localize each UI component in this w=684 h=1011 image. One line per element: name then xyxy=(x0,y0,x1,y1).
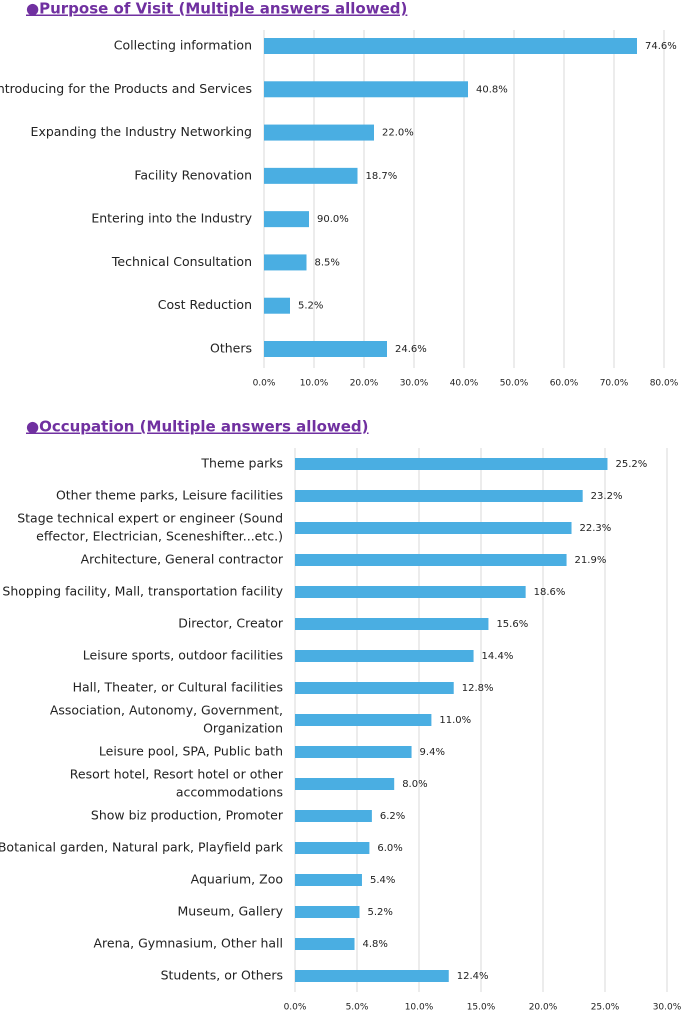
x-tick-label: 40.0% xyxy=(450,379,479,389)
bar xyxy=(295,906,360,918)
bar xyxy=(295,874,362,886)
x-tick-label: 30.0% xyxy=(400,379,429,389)
value-label: 5.2% xyxy=(367,907,392,918)
value-label: 4.8% xyxy=(363,939,388,950)
value-label: 22.3% xyxy=(580,523,612,534)
value-label: 14.4% xyxy=(482,651,514,662)
x-tick-label: 50.0% xyxy=(500,379,529,389)
bar xyxy=(295,458,608,470)
x-tick-label: 0.0% xyxy=(253,379,276,389)
category-label: Expanding the Industry Networking xyxy=(31,124,252,139)
value-label: 11.0% xyxy=(439,715,471,726)
bar xyxy=(295,746,412,758)
bar xyxy=(295,810,372,822)
category-label: Technical Consultation xyxy=(111,254,252,269)
category-label: accommodations xyxy=(176,785,283,800)
category-label: Hall, Theater, or Cultural facilities xyxy=(73,680,283,695)
bar xyxy=(295,650,474,662)
category-label: Arena, Gymnasium, Other hall xyxy=(93,936,283,951)
bar xyxy=(295,714,432,726)
x-tick-label: 15.0% xyxy=(467,1003,496,1011)
value-label: 40.8% xyxy=(476,84,508,95)
category-label: Stage technical expert or engineer (Soun… xyxy=(17,511,283,526)
value-label: 90.0% xyxy=(317,214,349,225)
value-label: 74.6% xyxy=(645,41,677,52)
category-label: Entering into the Industry xyxy=(91,211,252,226)
bar xyxy=(295,554,567,566)
x-tick-label: 20.0% xyxy=(529,1003,558,1011)
bar xyxy=(295,778,395,790)
category-label: Collecting information xyxy=(114,38,252,53)
category-label: Cost Reduction xyxy=(158,297,252,312)
bar xyxy=(295,586,526,598)
category-label: Aquarium, Zoo xyxy=(191,872,283,887)
category-label: effector, Electrician, Sceneshifter...et… xyxy=(36,529,283,544)
chart-title: ●Purpose of Visit (Multiple answers allo… xyxy=(26,0,407,18)
value-label: 21.9% xyxy=(575,555,607,566)
value-label: 23.2% xyxy=(591,491,623,502)
bar xyxy=(295,970,449,982)
bar xyxy=(264,211,309,228)
chart-title: ●Occupation (Multiple answers allowed) xyxy=(26,418,369,436)
x-tick-label: 20.0% xyxy=(350,379,379,389)
category-label: Shopping facility, Mall, transportation … xyxy=(2,584,283,599)
category-label: Architecture, General contractor xyxy=(81,552,284,567)
bar xyxy=(295,618,489,630)
x-tick-label: 10.0% xyxy=(405,1003,434,1011)
category-label: Others xyxy=(210,341,252,356)
category-label: Show biz production, Promoter xyxy=(91,808,284,823)
value-label: 5.4% xyxy=(370,875,395,886)
category-label: Theme parks xyxy=(200,456,283,471)
value-label: 18.6% xyxy=(534,587,566,598)
bar xyxy=(264,38,637,54)
bar xyxy=(264,341,387,357)
bar xyxy=(295,522,572,534)
value-label: 18.7% xyxy=(366,171,398,182)
bar xyxy=(295,938,355,950)
value-label: 9.4% xyxy=(420,747,445,758)
value-label: 25.2% xyxy=(615,459,647,470)
bar xyxy=(264,81,468,98)
value-label: 8.0% xyxy=(402,779,427,790)
category-label: Other theme parks, Leisure facilities xyxy=(56,488,283,503)
bar xyxy=(295,682,454,694)
category-label: Leisure sports, outdoor facilities xyxy=(83,648,283,663)
value-label: 22.0% xyxy=(382,128,414,139)
category-label: Students, or Others xyxy=(161,968,283,983)
category-label: Organization xyxy=(203,721,283,736)
bar xyxy=(295,490,583,502)
bar xyxy=(264,297,290,314)
value-label: 8.5% xyxy=(315,257,340,268)
bar xyxy=(264,124,374,141)
category-label: Association, Autonomy, Government, xyxy=(50,703,283,718)
value-label: 5.2% xyxy=(298,301,323,312)
bar xyxy=(264,167,358,184)
value-label: 12.8% xyxy=(462,683,494,694)
bar xyxy=(295,842,370,854)
x-tick-label: 60.0% xyxy=(550,379,579,389)
x-tick-label: 10.0% xyxy=(300,379,329,389)
x-tick-label: 0.0% xyxy=(284,1003,307,1011)
category-label: Introducing for the Products and Service… xyxy=(0,81,252,96)
category-label: Botanical garden, Natural park, Playfiel… xyxy=(0,840,284,855)
x-tick-label: 25.0% xyxy=(591,1003,620,1011)
value-label: 12.4% xyxy=(457,971,489,982)
value-label: 6.2% xyxy=(380,811,405,822)
x-tick-label: 5.0% xyxy=(346,1003,369,1011)
value-label: 24.6% xyxy=(395,344,427,355)
x-tick-label: 30.0% xyxy=(653,1003,682,1011)
category-label: Museum, Gallery xyxy=(178,904,284,919)
category-label: Facility Renovation xyxy=(134,167,252,182)
x-tick-label: 70.0% xyxy=(600,379,629,389)
category-label: Director, Creator xyxy=(178,616,284,631)
value-label: 15.6% xyxy=(496,619,528,630)
category-label: Leisure pool, SPA, Public bath xyxy=(99,744,283,759)
x-tick-label: 80.0% xyxy=(650,379,679,389)
bar xyxy=(264,254,307,271)
category-label: Resort hotel, Resort hotel or other xyxy=(70,767,284,782)
value-label: 6.0% xyxy=(377,843,402,854)
